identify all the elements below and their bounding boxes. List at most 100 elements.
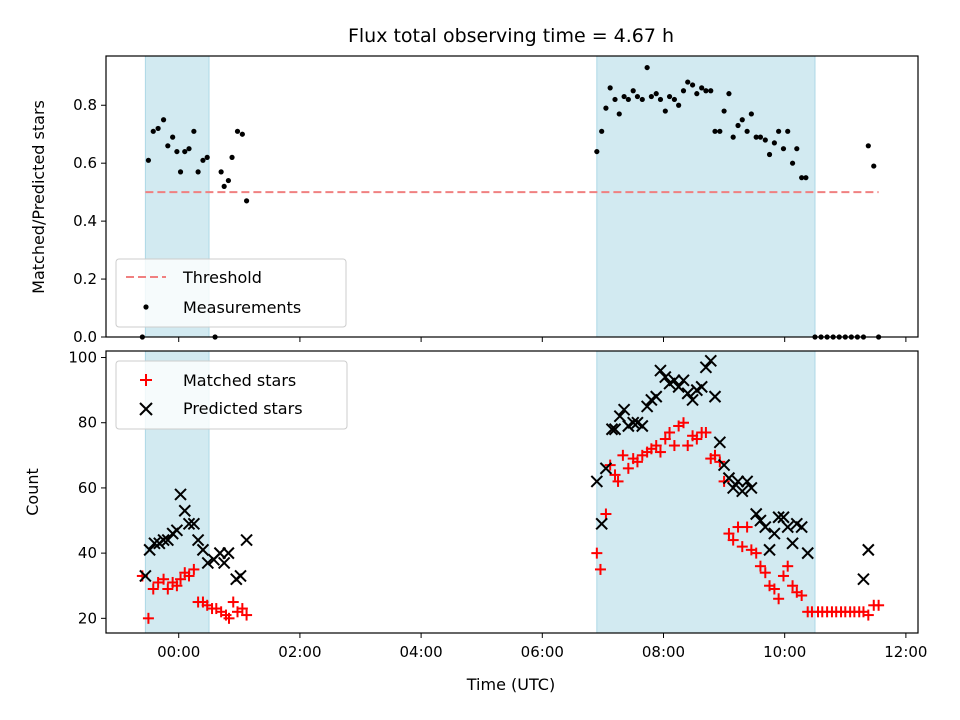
matched-star-point — [709, 449, 721, 461]
shaded-interval — [596, 55, 816, 338]
predicted-star-point — [726, 481, 740, 495]
matched-star-point — [594, 563, 606, 575]
predicted-star-point — [686, 393, 699, 407]
measurement-point — [662, 108, 668, 114]
predicted-star-point — [713, 436, 727, 449]
predicted-star-point — [187, 517, 201, 530]
measurement-point — [594, 148, 600, 155]
predicted-star-point — [681, 387, 694, 400]
measurement-point — [155, 125, 161, 132]
counts-y-axis-label: Count — [23, 468, 42, 516]
matched-star-point — [612, 475, 624, 487]
matched-star-point — [147, 583, 159, 595]
measurement-point — [603, 105, 609, 111]
measurement-point — [239, 131, 245, 137]
matched-star-point — [727, 534, 739, 546]
predicted-star-point — [636, 419, 649, 433]
measurement-point — [753, 134, 759, 140]
measurement-point — [730, 134, 736, 140]
predicted-star-point — [240, 533, 253, 547]
measurement-point — [865, 143, 871, 149]
matched-star-point — [796, 590, 808, 602]
measurement-point — [766, 151, 773, 158]
predicted-star-point — [677, 374, 690, 387]
matched-star-point — [175, 573, 187, 585]
matched-star-point — [183, 570, 195, 582]
matched-star-point — [759, 567, 771, 579]
measurement-point — [685, 79, 691, 85]
ratio-legend: Threshold Measurements — [115, 258, 347, 328]
predicted-star-point — [590, 475, 604, 488]
matched-star-point — [736, 541, 748, 553]
measurement-point — [200, 157, 206, 163]
y-tick-label: 0.2 — [73, 270, 97, 288]
measurement-point — [726, 91, 732, 97]
measurement-point — [771, 140, 777, 146]
measurement-point — [680, 88, 687, 94]
predicted-star-point — [182, 517, 196, 530]
matched-star-point — [650, 440, 662, 452]
measurement-point — [204, 154, 210, 160]
predicted-star-point — [217, 556, 231, 570]
matched-star-point — [768, 583, 780, 595]
x-tick-label: 04:00 — [399, 643, 442, 661]
ratio-plot-frame — [105, 55, 919, 338]
predicted-star-point — [695, 380, 708, 394]
predicted-star-point — [626, 416, 640, 429]
measurement-point — [699, 85, 705, 91]
counts-legend: Matched stars Predicted stars — [115, 360, 348, 430]
measurement-point — [170, 134, 176, 140]
measurement-point — [174, 148, 180, 155]
measurement-point — [748, 111, 754, 117]
predicted-star-point — [654, 364, 667, 377]
y-tick-label: 0.0 — [73, 328, 97, 346]
predicted-star-point — [178, 504, 191, 517]
measurement-point — [225, 177, 232, 184]
measurement-point — [757, 134, 764, 140]
y-tick-label: 20 — [78, 609, 97, 627]
measurement-point — [776, 128, 782, 134]
measurement-point — [243, 198, 250, 204]
matched-star-point — [664, 427, 676, 439]
matched-star-point — [631, 456, 643, 468]
measurement-point — [160, 117, 167, 123]
ratio-y-axis-label: Matched/Predicted stars — [29, 100, 48, 294]
measurement-point — [191, 128, 197, 134]
measurement-point — [195, 169, 201, 175]
matched-star-point — [227, 596, 239, 608]
measurement-point — [657, 96, 664, 103]
y-tick-label: 60 — [78, 479, 97, 497]
ratio-y-ticks: 0.0 0.2 0.4 0.6 0.8 — [73, 96, 106, 346]
matched-star-point — [622, 462, 634, 474]
measurement-point — [165, 143, 171, 149]
predicted-star-point — [672, 380, 685, 394]
predicted-star-point — [736, 484, 749, 498]
predicted-star-point — [777, 511, 790, 524]
x-tick-label: 00:00 — [157, 643, 200, 661]
measurement-point — [739, 117, 745, 123]
matched-star-point — [158, 573, 170, 585]
measurement-point — [780, 146, 787, 152]
measurement-point — [634, 93, 641, 100]
matched-star-point — [773, 593, 785, 605]
x-tick-label: 02:00 — [278, 643, 321, 661]
measurement-point — [625, 96, 631, 103]
matched-star-point — [862, 609, 874, 621]
predicted-star-point — [759, 520, 772, 534]
matched-star-point — [142, 612, 154, 624]
measurement-point — [708, 88, 714, 94]
legend-threshold-label: Threshold — [182, 268, 262, 287]
predicted-star-point — [781, 520, 794, 534]
shaded-interval — [596, 350, 816, 634]
measurement-point — [694, 91, 700, 97]
matched-star-point — [617, 449, 629, 461]
measurement-point — [644, 64, 650, 71]
predicted-star-point — [608, 423, 622, 436]
legend-measurements-swatch — [143, 304, 149, 310]
y-tick-label: 0.8 — [73, 96, 97, 114]
predicted-star-point — [143, 543, 156, 557]
matched-star-point — [787, 580, 799, 592]
predicted-star-point — [222, 546, 235, 560]
matched-star-point — [171, 580, 183, 592]
matched-star-point — [600, 508, 612, 520]
